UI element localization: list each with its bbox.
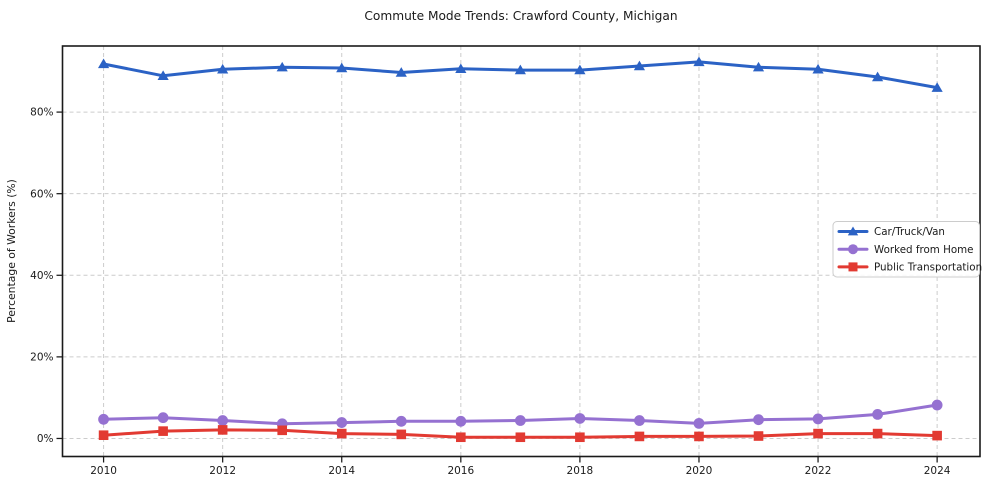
data-point-public-transportation <box>515 432 526 443</box>
x-tick-label: 2024 <box>924 465 951 477</box>
data-point-car-truck-van <box>217 63 229 74</box>
data-point-public-transportation <box>217 425 228 435</box>
data-point-public-transportation <box>694 431 704 442</box>
legend-item-car-truck-van: Car/Truck/Van <box>837 226 945 238</box>
data-point-worked-from-home <box>574 413 586 424</box>
legend-box <box>832 221 980 278</box>
data-point-car-truck-van <box>97 58 110 69</box>
x-tick-label: 2014 <box>328 465 355 477</box>
x-tick-label: 2016 <box>447 465 474 477</box>
legend-item-public-transportation: Public Transportation <box>837 262 982 274</box>
x-tick-label: 2020 <box>686 465 713 477</box>
y-tick-label: 60% <box>30 188 53 200</box>
data-point-public-transportation <box>456 432 466 443</box>
y-tick-label: 40% <box>30 270 53 282</box>
data-point-public-transportation <box>634 431 645 442</box>
data-point-worked-from-home <box>693 417 705 429</box>
y-axis-label: Percentage of Workers (%) <box>5 179 18 323</box>
gridlines-group <box>62 46 980 457</box>
legend-label: Public Transportation <box>874 262 982 274</box>
data-point-car-truck-van <box>693 56 705 67</box>
legend-marker-circle-icon <box>848 244 858 255</box>
data-point-car-truck-van <box>812 63 824 74</box>
data-point-worked-from-home <box>455 415 467 427</box>
x-tick-label: 2010 <box>90 465 117 477</box>
legend-marker-square-icon <box>848 262 858 272</box>
data-point-car-truck-van <box>455 63 467 74</box>
data-point-public-transportation <box>98 430 109 441</box>
data-point-car-truck-van <box>276 61 288 72</box>
data-point-car-truck-van <box>574 64 586 75</box>
data-point-worked-from-home <box>634 415 645 426</box>
data-point-public-transportation <box>575 432 585 443</box>
data-point-worked-from-home <box>514 415 526 426</box>
y-tick-label: 20% <box>30 351 53 363</box>
data-point-car-truck-van <box>395 67 407 77</box>
data-point-public-transportation <box>932 430 942 441</box>
data-point-car-truck-van <box>514 64 526 75</box>
legend-label: Worked from Home <box>874 244 974 256</box>
data-point-worked-from-home <box>931 399 943 411</box>
data-point-worked-from-home <box>753 414 764 426</box>
data-point-public-transportation <box>872 428 883 439</box>
y-tick-label: 0% <box>37 433 54 445</box>
data-point-public-transportation <box>753 431 764 441</box>
data-point-public-transportation <box>813 428 823 439</box>
data-point-car-truck-van <box>931 82 943 92</box>
data-point-car-truck-van <box>336 62 348 73</box>
ticks-group: 0% 20% 40% 60% 80% 2010 2012 2014 2016 2018 2020 20… <box>30 107 951 477</box>
data-point-car-truck-van <box>871 71 884 82</box>
data-point-worked-from-home <box>395 415 407 427</box>
data-point-public-transportation <box>277 425 287 436</box>
data-point-worked-from-home <box>157 412 169 424</box>
data-point-car-truck-van <box>752 61 765 72</box>
data-point-worked-from-home <box>98 413 109 425</box>
data-point-public-transportation <box>396 429 407 440</box>
series-group <box>97 56 943 443</box>
data-point-worked-from-home <box>217 415 229 426</box>
legend-label: Car/Truck/Van <box>874 226 945 238</box>
x-tick-label: 2022 <box>805 465 832 477</box>
data-point-car-truck-van <box>157 70 169 80</box>
y-tick-label: 80% <box>30 107 53 119</box>
data-point-car-truck-van <box>633 60 646 71</box>
x-tick-label: 2018 <box>567 465 594 477</box>
data-point-worked-from-home <box>872 408 883 420</box>
data-point-worked-from-home <box>812 413 824 425</box>
data-point-public-transportation <box>158 426 168 436</box>
x-tick-label: 2012 <box>209 465 236 477</box>
data-point-public-transportation <box>336 428 347 439</box>
legend-marker-triangle-icon <box>847 226 859 236</box>
legend-item-worked-from-home: Worked from Home <box>837 244 974 256</box>
data-point-worked-from-home <box>336 417 348 428</box>
chart-title: Commute Mode Trends: Crawford County, Mi… <box>364 9 677 23</box>
legend-group: Car/Truck/Van Worked from Home Public Tran… <box>832 221 982 278</box>
